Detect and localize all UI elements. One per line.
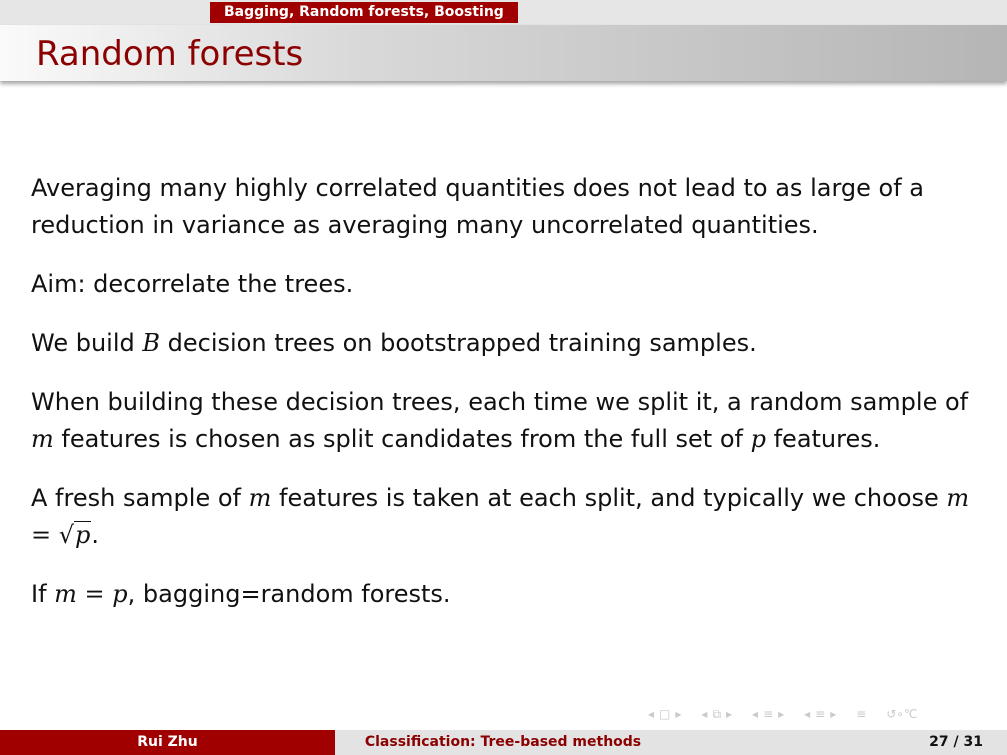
math-variable-p: p: [112, 580, 128, 608]
math-sqrt: √p: [59, 517, 92, 554]
text: decision trees on bootstrapped training …: [160, 329, 757, 357]
section-bar: Bagging, Random forests, Boosting: [0, 0, 1007, 25]
text: features is taken at each split, and typ…: [271, 484, 947, 512]
nav-search-icon[interactable]: ↺∘℃: [886, 707, 918, 721]
page-number: 27 / 31: [929, 734, 983, 750]
nav-subsection-icon[interactable]: ⧉: [712, 706, 722, 721]
slide-body: Averaging many highly correlated quantit…: [31, 170, 981, 635]
nav-subsection-next-icon[interactable]: ▸: [726, 707, 733, 721]
frame-title: Random forests: [36, 34, 304, 74]
nav-subsection2-next-icon[interactable]: ▸: [830, 707, 837, 721]
math-variable-m: m: [946, 484, 970, 512]
nav-subsection-prev-icon[interactable]: ◂: [701, 707, 708, 721]
nav-subsection2-icon[interactable]: ≡: [815, 707, 826, 721]
sqrt-sign: √: [58, 521, 75, 549]
paragraph-1: Averaging many highly correlated quantit…: [31, 174, 924, 239]
footer-title: Classification: Tree-based methods: [335, 730, 671, 755]
math-variable-m: m: [31, 425, 54, 453]
text: , bagging=random forests.: [127, 580, 451, 608]
paragraph-2: Aim: decorrelate the trees.: [31, 270, 354, 298]
text: When building these decision trees, each…: [31, 388, 969, 416]
math-equals: =: [76, 580, 113, 608]
text: A fresh sample of: [31, 484, 249, 512]
math-variable-p: p: [750, 425, 766, 453]
math-variable-m: m: [54, 580, 77, 608]
text: features is chosen as split candidates f…: [53, 425, 751, 453]
text: features.: [765, 425, 881, 453]
sqrt-radicand: p: [74, 521, 92, 549]
nav-section-prev-icon[interactable]: ◂: [752, 707, 759, 721]
nav-frame-prev-icon[interactable]: ◂: [648, 707, 655, 721]
footer: Rui Zhu Classification: Tree-based metho…: [0, 730, 1007, 755]
footer-page-box: 27 / 31: [671, 730, 1007, 755]
footer-author: Rui Zhu: [0, 730, 335, 755]
math-variable-m: m: [248, 484, 272, 512]
math-equals: =: [31, 521, 59, 549]
paragraph-3: We build B decision trees on bootstrappe…: [31, 325, 981, 362]
nav-section-icon[interactable]: ≡: [763, 707, 774, 721]
text: If: [31, 580, 55, 608]
text: .: [91, 521, 100, 549]
nav-frame-next-icon[interactable]: ▸: [675, 707, 682, 721]
section-tab[interactable]: Bagging, Random forests, Boosting: [210, 2, 518, 23]
frame-title-bar: Random forests: [0, 25, 1007, 81]
paragraph-5: A fresh sample of m features is taken at…: [31, 480, 981, 554]
text: We build: [31, 329, 143, 357]
math-variable-b: B: [142, 329, 161, 357]
nav-subsection2-prev-icon[interactable]: ◂: [804, 707, 811, 721]
paragraph-6: If m = p, bagging=random forests.: [31, 576, 981, 613]
navigation-symbols: ◂ □ ▸ ◂ ⧉ ▸ ◂ ≡ ▸ ◂ ≡ ▸ ≡ ↺∘℃: [648, 706, 917, 722]
nav-section-next-icon[interactable]: ▸: [778, 707, 785, 721]
nav-frame-icon[interactable]: □: [659, 707, 671, 721]
paragraph-4: When building these decision trees, each…: [31, 384, 981, 458]
nav-doc-icon[interactable]: ≡: [856, 707, 867, 721]
